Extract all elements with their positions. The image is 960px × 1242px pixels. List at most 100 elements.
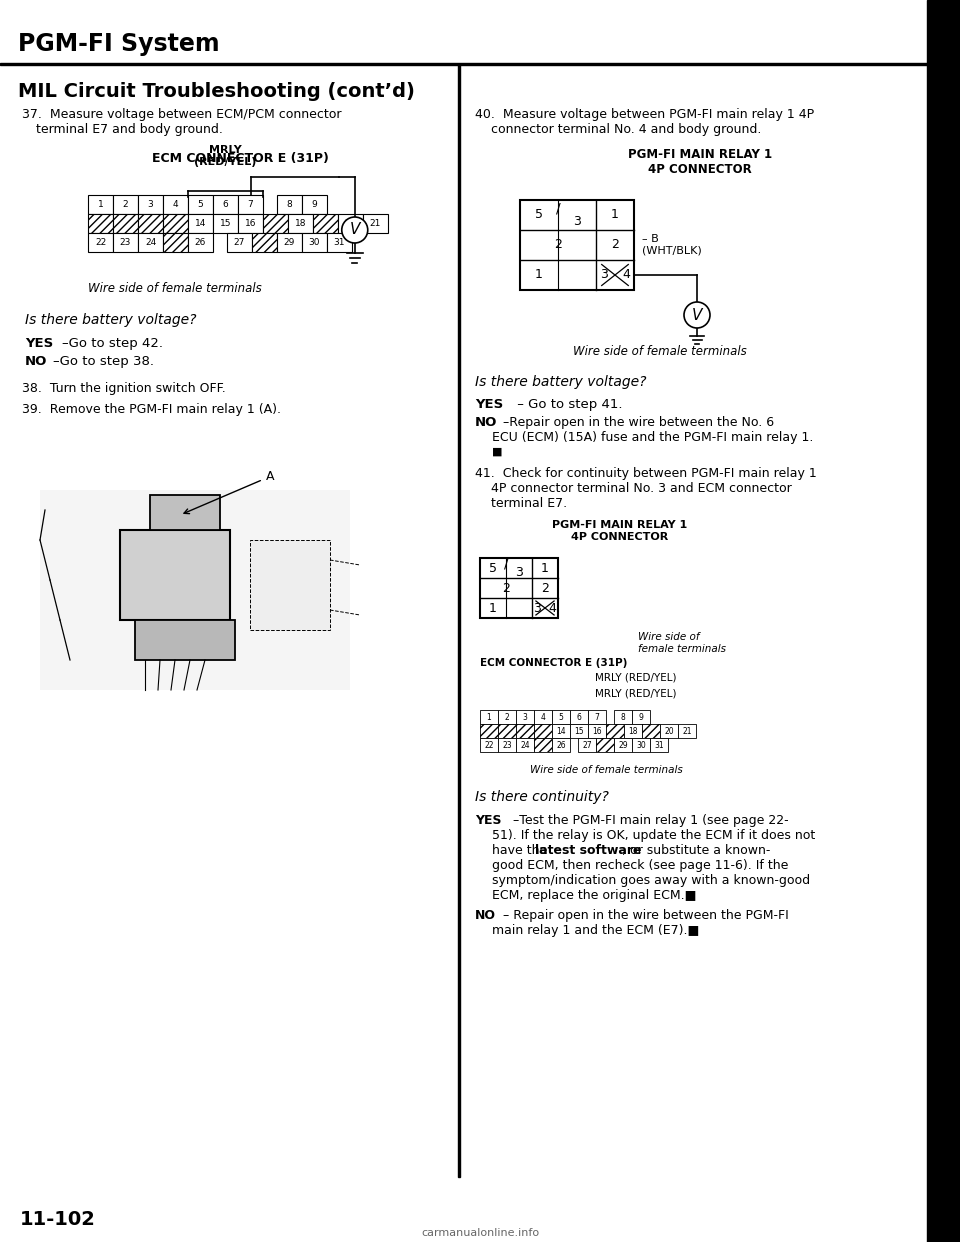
Bar [498,724,516,738]
Text: carmanualonline.info: carmanualonline.info [420,1228,540,1238]
Bar [163,214,188,233]
Text: 6: 6 [223,200,228,209]
Text: /: / [556,201,561,215]
Wedge shape [938,108,960,152]
Text: 16: 16 [592,727,602,735]
Text: 3: 3 [573,215,581,229]
Bar [480,724,498,738]
Text: 1: 1 [98,200,104,209]
Text: YES: YES [25,337,53,350]
Bar [313,214,338,233]
Text: 29: 29 [618,740,628,749]
Text: 2: 2 [541,581,549,595]
Bar [163,233,188,252]
Text: 11-102: 11-102 [20,1210,96,1230]
Text: 8: 8 [286,200,292,209]
Text: MRLY
(RED/YEL): MRLY (RED/YEL) [194,144,256,166]
Text: 24: 24 [145,238,156,247]
Text: 9: 9 [638,713,643,722]
Bar [313,214,338,233]
Text: 30: 30 [636,740,646,749]
Bar [520,200,634,289]
Text: 2: 2 [612,238,619,251]
Text: 5: 5 [535,209,543,221]
Wedge shape [938,538,960,582]
Text: 23: 23 [502,740,512,749]
Bar [301,233,326,252]
Bar [570,710,588,724]
Text: 4: 4 [549,601,557,615]
Bar [40,491,350,691]
Text: 29: 29 [283,238,295,247]
Text: 22: 22 [95,238,107,247]
Text: 15: 15 [220,219,231,229]
Text: 6: 6 [577,713,582,722]
Text: 3: 3 [533,601,541,615]
Bar [113,233,138,252]
Bar [588,710,606,724]
Bar [138,214,163,233]
Text: 20: 20 [664,727,674,735]
Text: 2: 2 [502,581,510,595]
Bar [113,195,138,214]
Text: 2: 2 [123,200,129,209]
Text: /: / [504,556,508,570]
Circle shape [684,302,710,328]
Bar [588,724,606,738]
Text: good ECM, then recheck (see page 11-6). If the: good ECM, then recheck (see page 11-6). … [492,859,788,872]
Text: 38.  Turn the ignition switch OFF.: 38. Turn the ignition switch OFF. [22,383,226,395]
Bar [88,214,113,233]
Text: 22: 22 [484,740,493,749]
Bar [480,558,558,619]
Bar [498,738,516,751]
Text: – Repair open in the wire between the PGM-FI: – Repair open in the wire between the PG… [503,909,789,922]
Bar [188,233,213,252]
Bar [135,620,235,660]
Text: NO: NO [25,355,47,368]
Bar [252,233,276,252]
Bar [88,214,113,233]
Text: MRLY (RED/YEL): MRLY (RED/YEL) [595,673,677,683]
Text: PGM-FI MAIN RELAY 1
4P CONNECTOR: PGM-FI MAIN RELAY 1 4P CONNECTOR [628,148,772,176]
Text: 4P connector terminal No. 3 and ECM connector: 4P connector terminal No. 3 and ECM conn… [491,482,792,496]
Text: MIL Circuit Troubleshooting (cont’d): MIL Circuit Troubleshooting (cont’d) [18,82,415,101]
Text: 1: 1 [489,601,497,615]
Bar [606,724,624,738]
Bar [227,233,252,252]
Text: 30: 30 [308,238,320,247]
Text: Is there battery voltage?: Is there battery voltage? [25,313,197,327]
Bar [498,724,516,738]
Bar [552,738,570,751]
Text: V: V [349,222,360,237]
Text: 27: 27 [233,238,245,247]
Bar [552,710,570,724]
Text: 7: 7 [594,713,599,722]
Text: – B
(WHT/BLK): – B (WHT/BLK) [642,235,702,256]
Bar [0,62,927,65]
Text: 27: 27 [583,740,592,749]
Text: –Go to step 42.: –Go to step 42. [62,337,163,350]
Text: 18: 18 [295,219,306,229]
Text: Wire side of female terminals: Wire side of female terminals [530,765,683,775]
Text: Wire side of female terminals: Wire side of female terminals [573,345,747,358]
Text: YES: YES [475,814,501,827]
Bar [238,195,263,214]
Bar [534,738,552,751]
Bar [480,724,498,738]
Bar [632,738,650,751]
Bar [163,214,188,233]
Bar [113,214,138,233]
Bar [578,738,596,751]
Text: MRLY (RED/YEL): MRLY (RED/YEL) [595,688,677,698]
Bar [642,724,660,738]
Text: 16: 16 [245,219,256,229]
Text: 31: 31 [655,740,664,749]
Text: , or substitute a known-: , or substitute a known- [622,845,770,857]
Bar [498,710,516,724]
Bar [138,233,163,252]
Text: NO: NO [475,909,496,922]
Text: Wire side of
female terminals: Wire side of female terminals [638,632,726,653]
Bar [276,195,301,214]
Text: 3: 3 [522,713,527,722]
Text: 26: 26 [195,238,206,247]
